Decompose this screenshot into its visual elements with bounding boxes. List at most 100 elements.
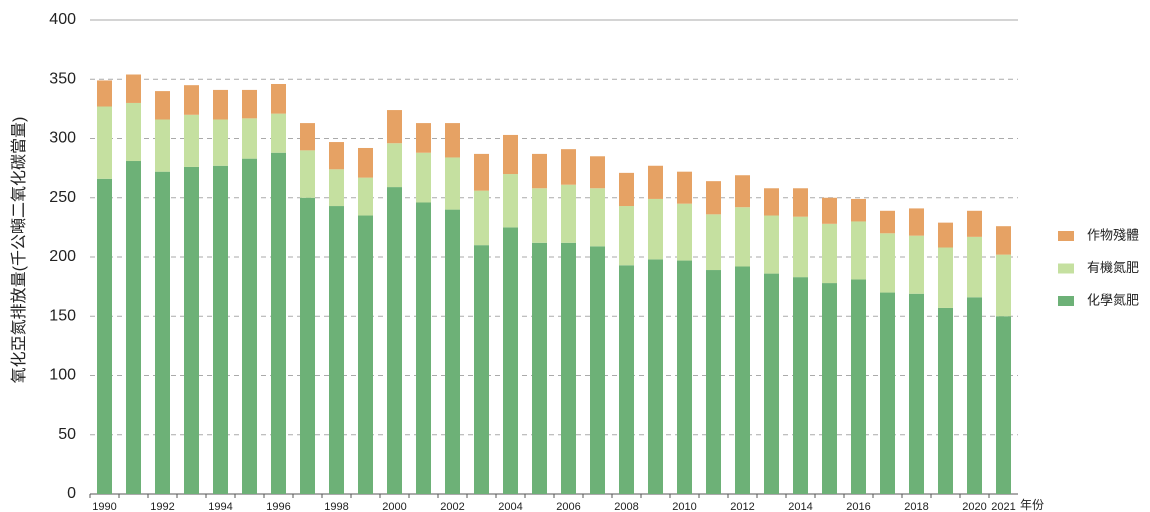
x-tick-label: 2012 — [730, 501, 754, 512]
x-tick-label: 2018 — [904, 501, 928, 512]
bar-segment — [677, 203, 692, 261]
bar-segment — [416, 202, 431, 495]
bar-segment — [184, 166, 199, 494]
y-tick-label: 250 — [49, 189, 76, 206]
y-tick-label: 200 — [49, 248, 76, 265]
bar-segment — [793, 216, 808, 278]
legend-label: 化學氮肥 — [1087, 292, 1139, 307]
bar-segment — [880, 210, 895, 234]
bar-segment — [851, 221, 866, 280]
bar-segment — [155, 119, 170, 172]
y-axis-label: 氧化亞氮排放量(千公噸二氧化碳當量) — [10, 117, 28, 384]
bar-segment — [445, 209, 460, 494]
x-tick-label: 2016 — [846, 501, 870, 512]
bar-segment — [822, 197, 837, 224]
x-tick-label: 2021 — [991, 501, 1015, 512]
bar-segment — [706, 214, 721, 271]
y-tick-label: 0 — [67, 485, 76, 502]
bar-segment — [967, 210, 982, 237]
bar-segment — [184, 114, 199, 167]
legend-swatch — [1058, 263, 1074, 274]
bar-segment — [996, 226, 1011, 255]
bar-segment — [532, 153, 547, 189]
bar-segment — [880, 292, 895, 494]
bar-segment — [561, 149, 576, 185]
bar-segment — [184, 85, 199, 115]
bar-segment — [126, 161, 141, 494]
bar-segment — [677, 171, 692, 204]
bar-segment — [619, 206, 634, 266]
bar-segment — [126, 74, 141, 103]
bar-segment — [619, 265, 634, 494]
bar-segment — [735, 175, 750, 208]
y-tick-label: 100 — [49, 367, 76, 384]
x-tick-label: 2020 — [962, 501, 986, 512]
bar-segment — [155, 91, 170, 120]
x-tick-label: 2004 — [498, 501, 522, 512]
bar-segment — [271, 83, 286, 114]
bar-segment — [996, 316, 1011, 494]
bar-segment — [387, 143, 402, 188]
bar-segment — [909, 235, 924, 294]
bar-segment — [445, 123, 460, 158]
x-tick-label: 2014 — [788, 501, 812, 512]
bar-segment — [648, 259, 663, 494]
bar-segment — [329, 206, 344, 495]
bar-segment — [764, 215, 779, 274]
bar-segment — [97, 106, 112, 179]
bar-segment — [242, 89, 257, 119]
bar-segment — [938, 222, 953, 248]
bar-segment — [996, 254, 1011, 317]
bar-segment — [213, 119, 228, 166]
legend-label: 有機氮肥 — [1087, 260, 1139, 275]
bar-segment — [213, 165, 228, 494]
bar-segment — [416, 123, 431, 153]
y-tick-label: 400 — [49, 11, 76, 28]
bar-segment — [358, 215, 373, 494]
bar-segment — [822, 223, 837, 284]
bar-segment — [213, 89, 228, 120]
legend-swatch — [1058, 231, 1074, 241]
bar-segment — [300, 197, 315, 494]
bar-segment — [503, 174, 518, 228]
bar-segment — [909, 208, 924, 236]
bar-segment — [822, 283, 837, 494]
bar-segment — [126, 102, 141, 162]
bar-segment — [242, 158, 257, 494]
bar-segment — [561, 242, 576, 494]
bar-segment — [271, 152, 286, 494]
bar-segment — [851, 279, 866, 494]
bar-segment — [967, 236, 982, 298]
bar-segment — [648, 198, 663, 260]
x-axis-label: 年份 — [1020, 498, 1044, 512]
y-tick-label: 50 — [58, 426, 76, 443]
bar-segment — [387, 110, 402, 144]
y-tick-label: 300 — [49, 130, 76, 147]
bar-segment — [561, 184, 576, 243]
bar-segment — [648, 165, 663, 199]
bar-segment — [474, 245, 489, 494]
bar-segment — [677, 260, 692, 494]
bar-segment — [706, 181, 721, 215]
bar-segment — [532, 188, 547, 243]
bar-segment — [155, 171, 170, 494]
bar-segment — [358, 177, 373, 216]
bar-segment — [793, 277, 808, 494]
bar-segment — [300, 123, 315, 151]
y-tick-label: 350 — [49, 70, 76, 87]
bar-segment — [967, 297, 982, 494]
bar-segment — [619, 172, 634, 207]
bar-segment — [329, 142, 344, 170]
bar-segment — [445, 157, 460, 210]
x-tick-label: 1990 — [92, 501, 116, 512]
bar-segment — [97, 80, 112, 107]
bar-segment — [532, 242, 547, 494]
x-tick-label: 1994 — [208, 501, 232, 512]
x-tick-label: 2008 — [614, 501, 638, 512]
bar-segment — [503, 227, 518, 494]
bar-segment — [590, 188, 605, 247]
bar-segment — [735, 266, 750, 494]
bar-segment — [97, 178, 112, 495]
bar-segment — [793, 188, 808, 217]
bar-segment — [416, 152, 431, 203]
